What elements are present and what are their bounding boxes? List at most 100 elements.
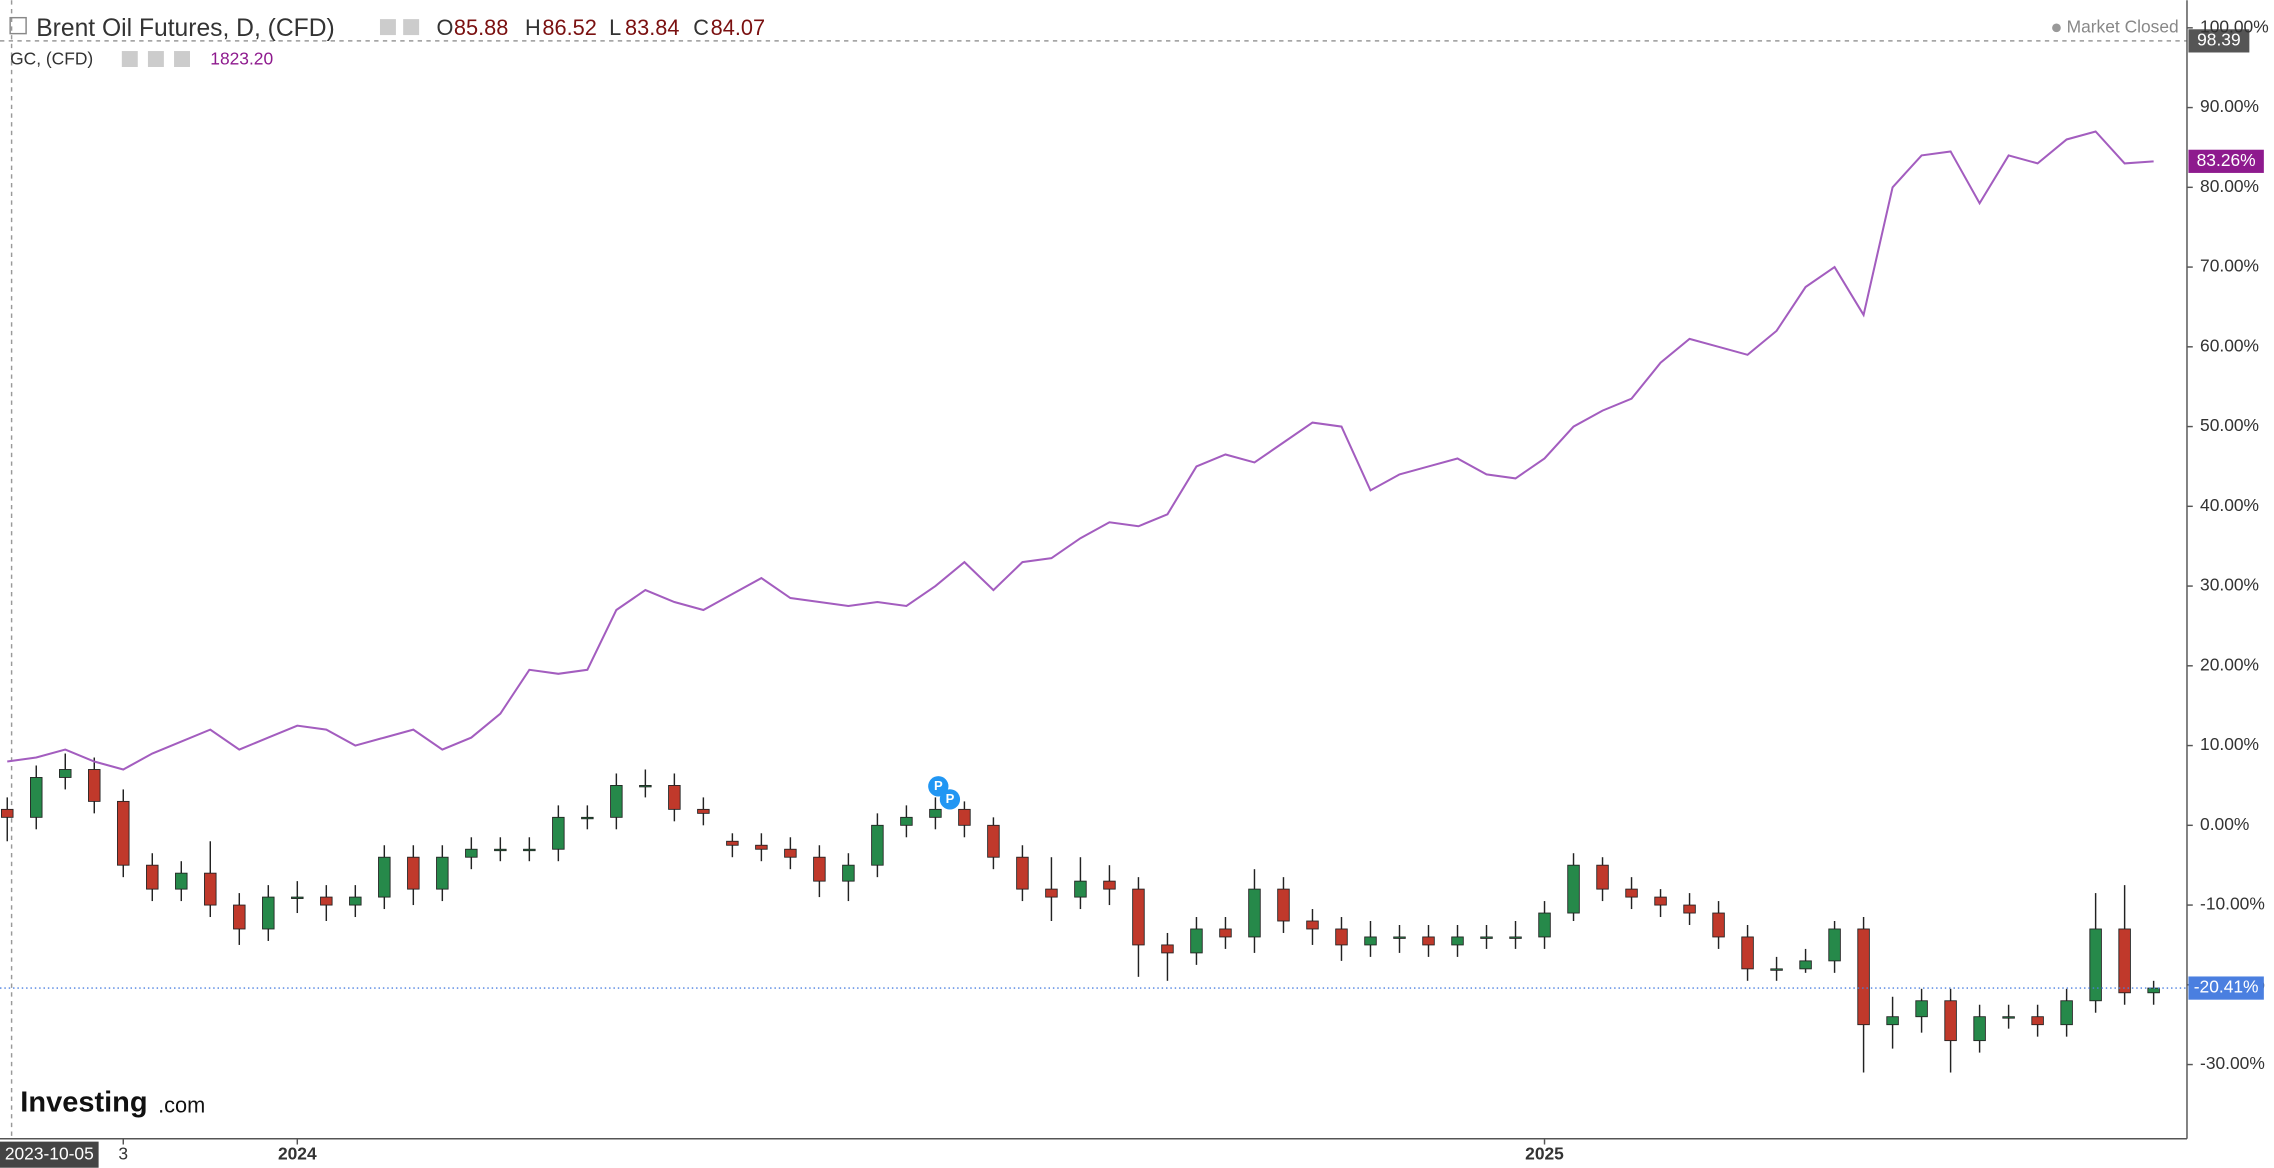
candle-body — [378, 856, 391, 898]
candle-body — [1799, 960, 1812, 970]
candle-body — [668, 785, 681, 810]
candle-body — [610, 785, 623, 818]
candle-body — [1045, 888, 1058, 898]
candle-body — [1857, 928, 1870, 1026]
y-tick-label: 100.00% — [2200, 16, 2269, 36]
y-tick-label: 10.00% — [2200, 734, 2259, 754]
candle-body — [871, 824, 884, 866]
candle-body — [436, 856, 449, 890]
candle-body — [407, 856, 420, 890]
candle-body — [1654, 896, 1667, 906]
candle-body — [1915, 1000, 1928, 1018]
candle-body — [1567, 864, 1580, 914]
marker[interactable] — [939, 789, 961, 810]
candle-body — [1335, 928, 1348, 946]
y-tick-label: -10.00% — [2200, 894, 2265, 914]
candle-body — [987, 824, 1000, 858]
candle-body — [1538, 912, 1551, 938]
marker-letter: P — [946, 791, 955, 806]
x-tick-label: 2023-10-05 — [5, 1143, 94, 1163]
candle-body — [2060, 1000, 2073, 1026]
legend-title: Brent Oil Futures, D, (CFD) — [36, 15, 334, 42]
candle-body — [697, 808, 710, 814]
candle-body — [900, 816, 913, 826]
candle-body — [755, 844, 768, 850]
price-tag-box — [2188, 29, 2250, 53]
settings-icon[interactable] — [147, 51, 164, 67]
candle-body — [1277, 888, 1290, 922]
h-value: 86.52 — [542, 15, 596, 40]
candle-body — [1828, 928, 1841, 962]
candle-body — [1944, 1000, 1957, 1042]
y-tick-label: -30.00% — [2200, 1053, 2265, 1073]
c-label: C — [693, 15, 709, 40]
marker[interactable] — [928, 776, 949, 797]
settings-icon[interactable] — [403, 19, 420, 36]
candle-body — [2031, 1016, 2044, 1026]
candle-body — [581, 816, 594, 820]
y-tick-label: 80.00% — [2200, 176, 2259, 196]
brand: Investing .com — [20, 1087, 205, 1119]
last-tag: 83.26% — [2197, 150, 2256, 170]
candle-body — [465, 848, 478, 858]
brand-name: Investing — [20, 1087, 147, 1119]
eye-icon[interactable] — [121, 51, 138, 67]
y-tick-label: 90.00% — [2200, 96, 2259, 116]
o-value: 85.88 — [454, 15, 508, 40]
x-tick-label: 2024 — [278, 1143, 317, 1163]
brand-suffix: .com — [158, 1093, 205, 1118]
candle-body — [1973, 1016, 1986, 1042]
legend: Brent Oil Futures, D, (CFD) O 85.88 H 86… — [9, 15, 2250, 68]
candle-body — [291, 896, 304, 899]
candle-body — [523, 848, 536, 852]
status: Market Closed — [2067, 16, 2179, 36]
candle-body — [2089, 928, 2102, 1002]
candle-body — [349, 896, 362, 906]
x-tick-label: 3 — [118, 1143, 128, 1163]
y-tick-label: 60.00% — [2200, 335, 2259, 355]
candle-body — [1886, 1016, 1899, 1026]
y-tick-label: 40.00% — [2200, 495, 2259, 515]
candle-body — [1103, 880, 1116, 890]
h-label: H — [525, 15, 541, 40]
candles — [1, 753, 2160, 1073]
eye-icon[interactable] — [379, 19, 396, 36]
candle-body — [88, 769, 101, 802]
candle-body — [552, 816, 565, 850]
candle-body — [726, 840, 739, 846]
y-tick-label: 0.00% — [2200, 814, 2249, 834]
close-icon[interactable] — [174, 51, 190, 67]
candle-body — [30, 777, 43, 818]
y-tick-label: 50.00% — [2200, 415, 2259, 435]
candle-body — [233, 904, 246, 930]
c-value: 84.07 — [711, 15, 765, 40]
collapse-icon[interactable] — [9, 16, 27, 35]
candle-body — [1480, 936, 1493, 939]
candle-body — [1364, 936, 1377, 946]
candle-body — [320, 896, 333, 906]
candle-body — [1451, 936, 1464, 946]
markers: P P — [928, 776, 961, 810]
candle-body — [784, 848, 797, 858]
last-tag-box — [2188, 976, 2264, 1000]
last-tag: -20.41% — [2194, 977, 2259, 997]
candle-body — [494, 848, 507, 852]
candle-body — [1596, 864, 1609, 890]
candle-body — [2118, 928, 2131, 994]
candle-body — [1, 808, 14, 818]
candle-body — [117, 800, 130, 866]
status-dot — [2052, 23, 2061, 33]
second-value: 1823.20 — [210, 48, 273, 68]
candle-body — [1016, 856, 1029, 890]
candle-body — [1248, 888, 1261, 938]
x-tick-label: 2025 — [1525, 1143, 1564, 1163]
last-tag-box — [2188, 149, 2264, 173]
second-title: GC, (CFD) — [10, 48, 93, 68]
candle-body — [929, 808, 942, 818]
candle-body — [1306, 920, 1319, 930]
candle-body — [842, 864, 855, 882]
candle-body — [262, 896, 275, 930]
price-tag: 98.39 — [2197, 29, 2241, 49]
candle-body — [1190, 928, 1203, 954]
